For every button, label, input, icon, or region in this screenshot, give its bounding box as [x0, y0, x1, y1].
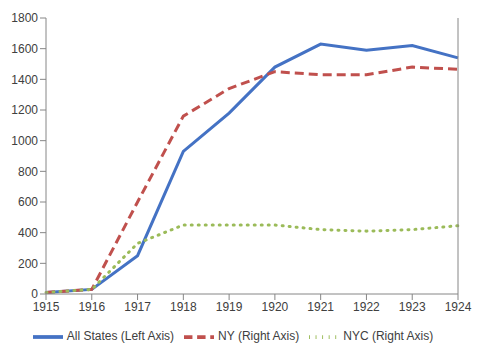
- svg-text:600: 600: [18, 195, 38, 209]
- svg-text:1000: 1000: [11, 134, 38, 148]
- svg-text:1923: 1923: [399, 300, 426, 314]
- svg-text:1921: 1921: [307, 300, 334, 314]
- svg-text:800: 800: [18, 165, 38, 179]
- svg-text:1918: 1918: [170, 300, 197, 314]
- html-text:All States (Left Axis): All States (Left Axis): [66, 329, 175, 344]
- svg-text:1916: 1916: [78, 300, 105, 314]
- svg-text:200: 200: [18, 257, 38, 271]
- svg-text:1922: 1922: [353, 300, 380, 314]
- html-text:NYC (Right Axis): NYC (Right Axis): [343, 329, 434, 344]
- svg-text:1917: 1917: [124, 300, 151, 314]
- svg-text:1200: 1200: [11, 103, 38, 117]
- svg-text:1600: 1600: [11, 42, 38, 56]
- svg-text:1400: 1400: [11, 73, 38, 87]
- svg-text:0: 0: [31, 287, 38, 301]
- html-text:NY (Right Axis): NY (Right Axis): [218, 329, 300, 344]
- svg-text:1924: 1924: [445, 300, 472, 314]
- svg-text:1915: 1915: [33, 300, 60, 314]
- svg-text:1920: 1920: [262, 300, 289, 314]
- svg-text:400: 400: [18, 226, 38, 240]
- svg-text:1919: 1919: [216, 300, 243, 314]
- svg-text:1800: 1800: [11, 11, 38, 25]
